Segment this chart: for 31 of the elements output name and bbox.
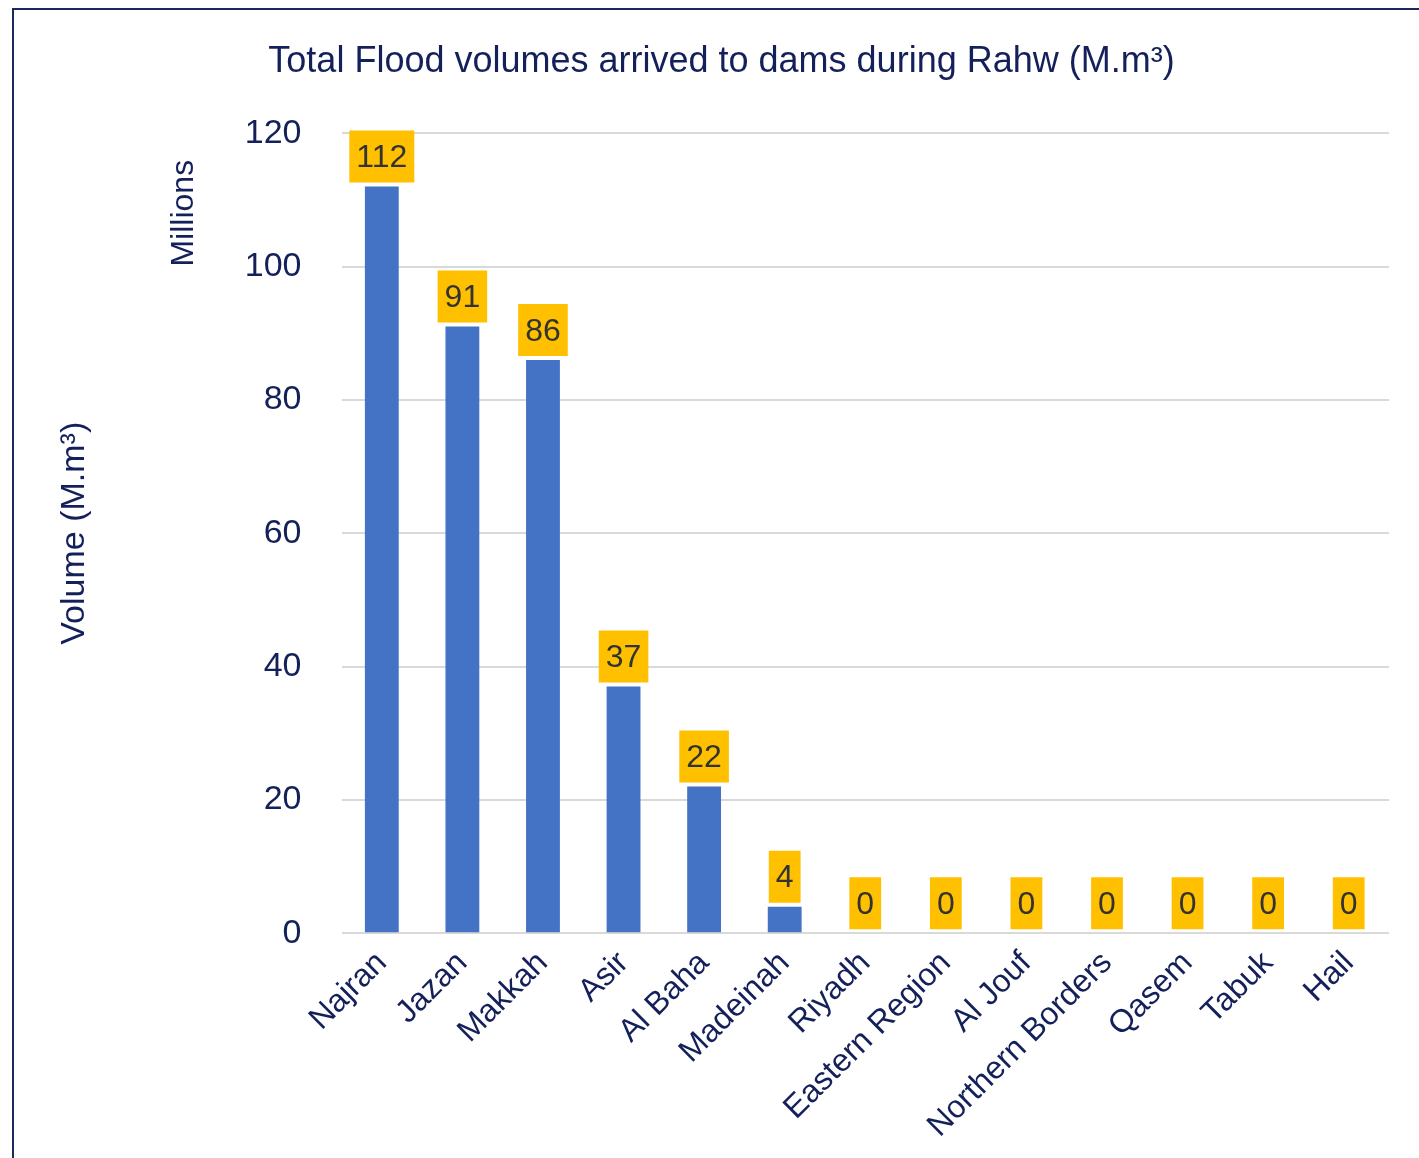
data-label: 112 [356,138,408,175]
y-axis-title: Volume (M.m³) [52,421,91,645]
x-tick-label: Hail [1295,943,1360,1009]
data-label: 4 [775,858,794,895]
bar [445,326,480,933]
bar [364,186,399,933]
y-tick-label: 20 [263,778,302,817]
data-label: 91 [444,278,481,315]
data-label: 86 [525,311,561,348]
bar [526,359,560,933]
data-label: 37 [605,638,642,675]
x-tick-label: Asir [570,943,635,1009]
y-tick-label: 0 [282,911,302,950]
bar [606,686,641,933]
bar [687,786,722,933]
data-label: 0 [1259,885,1278,922]
data-label: 22 [686,738,722,775]
y-tick-label: 60 [263,511,302,550]
y-tick-label: 100 [244,244,302,283]
chart-title: Total Flood volumes arrived to dams during Rahw (M.m³) [268,38,1175,80]
data-label: 0 [936,885,955,922]
data-label: 0 [856,885,875,922]
data-label: 0 [1178,885,1197,922]
y-tick-label: 120 [244,111,302,150]
bar [767,906,802,933]
y-tick-label: 80 [263,378,302,417]
data-label: 0 [1339,885,1358,922]
data-label: 0 [1017,885,1036,922]
y-tick-label: 40 [263,644,302,683]
text: Millions [163,159,200,267]
data-label: 0 [1098,885,1116,922]
